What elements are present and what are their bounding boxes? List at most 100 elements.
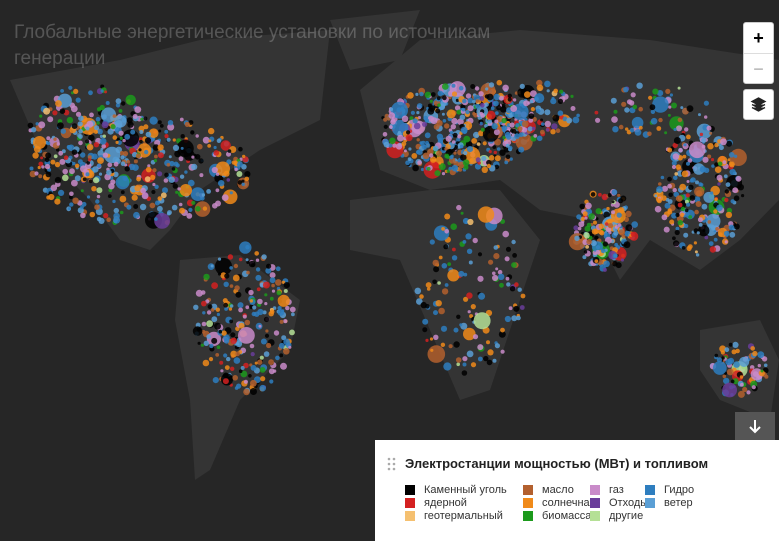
plant-dot — [465, 141, 473, 148]
plant-dot — [144, 137, 152, 144]
plant-dot — [93, 129, 98, 134]
plant-dot — [671, 164, 677, 170]
plant-dot — [124, 166, 130, 172]
plant-dot — [456, 314, 461, 319]
plant-dot — [733, 361, 740, 368]
plant-dot — [392, 143, 397, 148]
plant-dot — [454, 105, 461, 111]
plant-dot — [99, 137, 107, 145]
plant-dot — [144, 176, 151, 183]
plant-dot — [425, 304, 430, 309]
plant-dot — [729, 161, 735, 168]
plant-dot — [680, 106, 684, 110]
plant-dot — [443, 244, 449, 250]
plant-dot — [269, 277, 276, 284]
plant-dot — [693, 241, 698, 245]
plant-dot — [719, 345, 726, 353]
plant-dot — [184, 170, 188, 174]
plant-dot — [426, 166, 431, 171]
plant-dot — [104, 90, 108, 94]
plant-dot — [56, 148, 60, 152]
plant-dot — [43, 107, 51, 115]
plant-dot — [201, 193, 206, 197]
legend-item[interactable]: геотермальный — [405, 510, 523, 522]
plant-dot — [243, 379, 248, 384]
plant-dot — [470, 84, 476, 89]
plant-dot — [98, 172, 103, 176]
plant-dot — [694, 186, 705, 197]
plant-dot — [656, 198, 662, 204]
plant-dot — [583, 250, 588, 254]
plant-dot — [536, 135, 543, 142]
legend-item[interactable]: биомасса — [523, 510, 591, 522]
plant-dot — [278, 342, 285, 349]
plant-dot — [401, 115, 409, 123]
plant-dot — [103, 146, 121, 164]
plant-dot — [506, 282, 511, 287]
plant-dot — [695, 180, 699, 185]
plant-dot — [213, 150, 220, 156]
plant-dot — [126, 204, 132, 210]
map-title: Глобальные энергетические установки по и… — [14, 22, 491, 69]
plant-dot — [113, 161, 119, 167]
plant-dot — [40, 156, 44, 160]
plant-dot — [69, 202, 74, 207]
plant-dot — [669, 219, 675, 225]
plant-dot — [499, 149, 506, 156]
plant-dot — [477, 206, 495, 223]
plant-dot — [54, 198, 61, 205]
plant-dot — [451, 91, 458, 97]
plant-dot — [498, 330, 506, 338]
plant-dot — [192, 326, 203, 336]
plant-dot — [528, 113, 535, 119]
legend-item[interactable]: газ — [590, 484, 645, 496]
plant-dot — [285, 305, 290, 311]
drag-handle[interactable] — [387, 457, 397, 473]
plant-dot — [676, 215, 684, 223]
plant-dot — [289, 329, 295, 336]
legend-item[interactable]: масло — [523, 484, 590, 496]
plant-dot — [478, 292, 486, 300]
plant-dot — [154, 154, 158, 159]
plant-dot — [259, 384, 267, 392]
plant-dot — [603, 211, 610, 219]
layers-button[interactable] — [743, 89, 774, 120]
plant-dot — [467, 218, 474, 226]
plant-dot — [249, 343, 255, 349]
plant-dot — [699, 132, 704, 137]
plant-dot — [139, 130, 144, 134]
plant-dot — [672, 236, 676, 241]
plant-dot — [238, 369, 243, 374]
plant-dot — [510, 105, 518, 112]
plant-dot — [54, 161, 61, 168]
plant-dot — [432, 162, 439, 169]
legend-item[interactable]: Каменный уголь — [405, 484, 523, 496]
plant-dot — [163, 178, 169, 183]
plant-dot — [33, 145, 41, 153]
legend-item[interactable]: Отходы — [590, 497, 648, 509]
plant-dot — [495, 267, 499, 271]
legend-item[interactable]: солнечная — [523, 497, 596, 509]
plant-dot — [234, 160, 238, 165]
plant-dot — [62, 168, 68, 175]
plant-dot — [513, 305, 520, 312]
plant-dot — [443, 362, 452, 371]
plant-dot — [195, 206, 201, 212]
plant-dot — [590, 192, 596, 197]
legend-item[interactable]: ядерной — [405, 497, 523, 509]
legend-item[interactable]: Гидро — [645, 484, 725, 496]
plant-dot — [496, 147, 501, 151]
plant-dot — [456, 137, 461, 142]
zoom-in-button[interactable]: + — [753, 28, 764, 48]
zoom-out-button[interactable]: − — [744, 53, 773, 84]
legend-item[interactable]: другие — [590, 510, 645, 522]
plant-dot — [726, 140, 733, 147]
legend-item[interactable]: ветер — [645, 497, 725, 509]
plant-dot — [724, 347, 730, 353]
plant-dot — [667, 199, 673, 204]
plant-dot — [511, 315, 518, 322]
plant-dot — [478, 91, 484, 97]
plant-dot — [236, 161, 243, 168]
collapse-button[interactable] — [735, 412, 775, 440]
